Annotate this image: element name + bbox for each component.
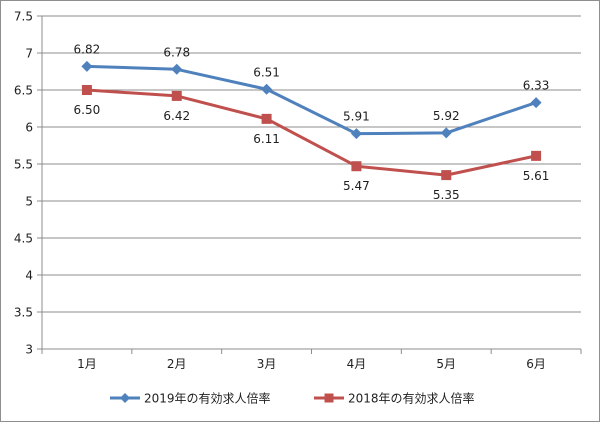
series-1-point <box>261 113 272 124</box>
x-tick-label: 5月 <box>436 357 456 371</box>
data-label-layer: 6.82 6.78 6.51 5.91 5.92 6.33 6.50 6.42 6.11 5.47… <box>74 42 550 202</box>
legend: 2019年の有効求人倍率 2018年の有効求人倍率 <box>110 391 475 406</box>
series-1-point <box>81 85 92 95</box>
legend-label: 2018年の有効求人倍率 <box>348 391 475 406</box>
y-tick-label: 5 <box>25 195 33 209</box>
y-tick-label: 7 <box>25 47 33 61</box>
data-label: 6.50 <box>74 103 101 117</box>
data-label: 6.33 <box>523 79 550 93</box>
y-tick-label: 4 <box>25 269 33 283</box>
data-label: 5.92 <box>433 109 460 123</box>
grid-layer <box>42 15 581 350</box>
axis-layer: 3 3.5 4 4.5 5 5.5 6 6.5 7 7.5 1月 2月 3月 4月 5月 6月 <box>14 10 582 371</box>
y-tick-label: 3 <box>25 343 33 357</box>
series-0-point <box>530 97 542 109</box>
series-line-0 <box>85 64 538 136</box>
data-label: 6.11 <box>253 132 280 146</box>
series-0-point <box>261 83 273 95</box>
series-0-point <box>350 128 362 140</box>
data-label: 6.42 <box>163 109 190 123</box>
data-label: 5.35 <box>433 188 460 202</box>
y-tick-label: 6 <box>25 121 33 135</box>
y-tick-label: 4.5 <box>14 232 33 246</box>
x-tick-label: 2月 <box>167 357 187 371</box>
data-label: 6.51 <box>253 65 280 79</box>
series-0-point <box>171 63 183 75</box>
series-1-point <box>441 170 452 181</box>
series-0-point <box>81 60 93 72</box>
y-tick-label: 3.5 <box>14 306 33 320</box>
series-1-point <box>351 161 362 172</box>
legend-swatch-marker <box>120 393 130 403</box>
legend-label: 2019年の有効求人倍率 <box>144 391 271 406</box>
y-tick-label: 7.5 <box>14 10 33 24</box>
series-1-point <box>171 90 182 101</box>
series-layer <box>81 60 542 181</box>
data-label: 5.91 <box>343 110 370 124</box>
series-1-point <box>531 150 542 161</box>
series-line-1 <box>85 88 538 177</box>
data-label: 5.61 <box>523 169 550 183</box>
x-tick-label: 3月 <box>257 357 277 371</box>
y-tick-label: 6.5 <box>14 84 33 98</box>
y-tick-label: 5.5 <box>14 158 33 172</box>
x-tick-label: 6月 <box>526 357 546 371</box>
data-label: 6.78 <box>163 45 190 59</box>
x-tick-label: 1月 <box>77 357 97 371</box>
series-0-point <box>440 127 452 139</box>
x-tick-label: 4月 <box>347 357 367 371</box>
legend-swatch-marker <box>324 393 334 403</box>
data-label: 6.82 <box>74 42 101 56</box>
data-label: 5.47 <box>343 179 370 193</box>
